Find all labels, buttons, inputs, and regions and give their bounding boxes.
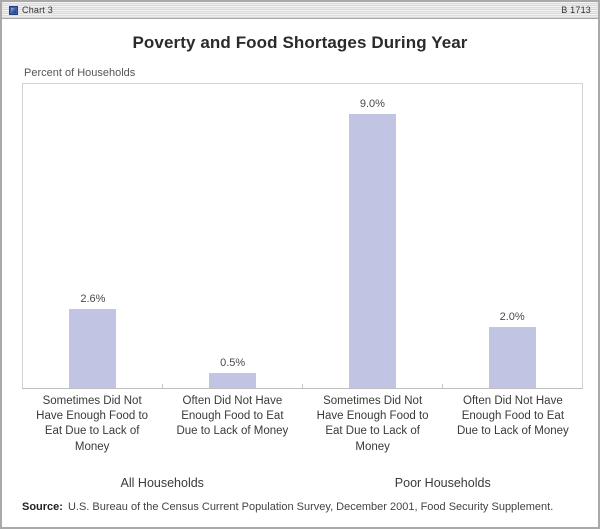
bar-value-label: 2.0% <box>499 311 525 324</box>
source-prefix-label: Source: <box>22 501 63 513</box>
category-label: Often Did Not Have Enough Food to Eat Du… <box>456 395 569 438</box>
bar-value-label: 0.5% <box>220 356 246 369</box>
source-note: Source: U.S. Bureau of the Census Current… <box>22 501 583 513</box>
titlebar-chart-label: Chart 3 <box>22 5 53 15</box>
chart-title: Poverty and Food Shortages During Year <box>132 33 468 52</box>
group-label: All Households <box>120 475 204 490</box>
titlebar-left: Chart 3 <box>9 5 53 15</box>
bar-value-label: 9.0% <box>359 98 385 111</box>
category-axis-labels: Sometimes Did Not Have Enough Food to Ea… <box>22 394 583 455</box>
y-axis-label: Percent of Households <box>24 67 136 79</box>
category-label: Sometimes Did Not Have Enough Food to Ea… <box>36 395 149 453</box>
bar-slot: 2.0% <box>441 84 582 388</box>
category-label: Sometimes Did Not Have Enough Food to Ea… <box>316 395 429 453</box>
plot-area: 2.6% 0.5% 9.0% 2.0% <box>22 83 583 389</box>
group-axis-labels: All Households Poor Households <box>22 476 583 490</box>
bar-value-label: 2.6% <box>80 292 106 305</box>
titlebar-reference-number: B 1713 <box>561 5 591 15</box>
bar: 9.0% <box>348 98 396 388</box>
bar-slot: 9.0% <box>302 84 443 388</box>
window-titlebar: Chart 3 B 1713 <box>2 2 598 19</box>
source-text: U.S. Bureau of the Census Current Popula… <box>67 501 554 513</box>
category-label: Often Did Not Have Enough Food to Eat Du… <box>176 395 289 438</box>
bar: 2.0% <box>488 311 536 388</box>
bar-slot: 0.5% <box>162 84 303 388</box>
bar: 2.6% <box>69 293 117 388</box>
chart-app-icon <box>9 5 18 15</box>
bar: 0.5% <box>209 357 257 388</box>
bar-slot: 2.6% <box>23 84 163 388</box>
group-label: Poor Households <box>394 475 491 490</box>
